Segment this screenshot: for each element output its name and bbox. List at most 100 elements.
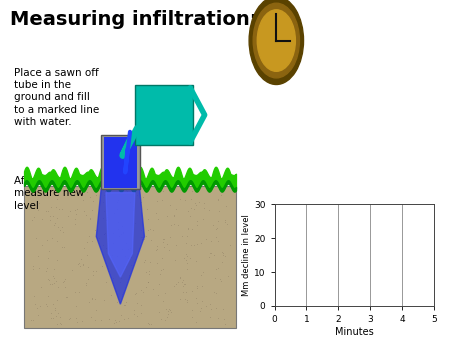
Point — [183, 260, 190, 266]
Point — [45, 208, 52, 214]
Point — [164, 308, 171, 313]
Point — [197, 241, 204, 246]
Point — [49, 273, 56, 279]
Point — [47, 316, 54, 321]
Point — [184, 226, 192, 231]
Point — [199, 270, 207, 275]
Point — [117, 275, 124, 280]
Point — [208, 250, 215, 256]
Circle shape — [257, 10, 295, 71]
Point — [95, 235, 103, 241]
Point — [149, 227, 157, 233]
Point — [122, 254, 129, 259]
Point — [79, 261, 86, 267]
Point — [180, 277, 187, 283]
Point — [76, 290, 83, 295]
Point — [141, 257, 148, 262]
Point — [66, 316, 73, 321]
Point — [108, 258, 115, 263]
Point — [202, 304, 209, 309]
FancyBboxPatch shape — [24, 186, 236, 328]
Point — [62, 284, 69, 290]
Point — [218, 249, 225, 254]
Point — [37, 284, 44, 290]
Point — [138, 234, 145, 239]
Point — [99, 215, 107, 221]
Point — [162, 306, 170, 312]
Point — [74, 261, 81, 267]
Point — [99, 200, 107, 205]
Point — [109, 241, 117, 246]
FancyBboxPatch shape — [104, 137, 137, 188]
Point — [194, 241, 201, 246]
Point — [133, 290, 140, 295]
Point — [206, 315, 213, 320]
Y-axis label: Mm decline in level: Mm decline in level — [242, 214, 251, 296]
Point — [190, 207, 198, 212]
Point — [166, 307, 174, 312]
Point — [55, 285, 62, 290]
Point — [193, 295, 200, 300]
Point — [54, 310, 62, 316]
Point — [161, 244, 168, 250]
Point — [110, 320, 117, 326]
Point — [140, 260, 148, 265]
Point — [220, 252, 227, 258]
Point — [34, 306, 41, 311]
Point — [49, 214, 56, 219]
Text: During first half
minute....: During first half minute.... — [314, 10, 439, 43]
Point — [137, 287, 144, 293]
Point — [145, 268, 153, 273]
Point — [122, 187, 129, 193]
Point — [215, 196, 222, 202]
Point — [110, 211, 117, 216]
Point — [166, 307, 173, 312]
Point — [65, 189, 72, 194]
Point — [198, 306, 205, 311]
Point — [124, 188, 131, 193]
Point — [215, 238, 222, 243]
Point — [30, 293, 37, 299]
Point — [71, 221, 78, 226]
Point — [167, 222, 174, 228]
Point — [194, 285, 201, 291]
Point — [171, 212, 178, 217]
Point — [187, 205, 194, 211]
Point — [54, 224, 62, 230]
Point — [38, 217, 45, 222]
Point — [134, 301, 141, 306]
Point — [101, 230, 108, 236]
Point — [121, 303, 128, 308]
Point — [207, 301, 214, 307]
Point — [54, 238, 61, 244]
Point — [143, 269, 150, 275]
Point — [88, 296, 95, 302]
Point — [209, 222, 216, 227]
Point — [103, 215, 110, 220]
Point — [35, 265, 42, 270]
Point — [193, 219, 200, 224]
Point — [164, 311, 171, 317]
Point — [176, 196, 183, 202]
Point — [184, 253, 191, 259]
Point — [109, 275, 117, 281]
Point — [174, 280, 181, 285]
Point — [101, 192, 108, 197]
Point — [49, 236, 56, 241]
Point — [141, 236, 148, 241]
Point — [199, 284, 206, 289]
Point — [73, 319, 81, 325]
Point — [215, 265, 222, 271]
Point — [186, 214, 194, 219]
Point — [28, 192, 35, 197]
Point — [54, 257, 61, 263]
Point — [86, 217, 93, 222]
Point — [148, 238, 155, 243]
Point — [138, 236, 145, 241]
Point — [85, 264, 92, 269]
Point — [206, 254, 213, 260]
Point — [106, 316, 113, 322]
Point — [62, 294, 69, 300]
Point — [137, 227, 144, 233]
Point — [121, 302, 128, 308]
